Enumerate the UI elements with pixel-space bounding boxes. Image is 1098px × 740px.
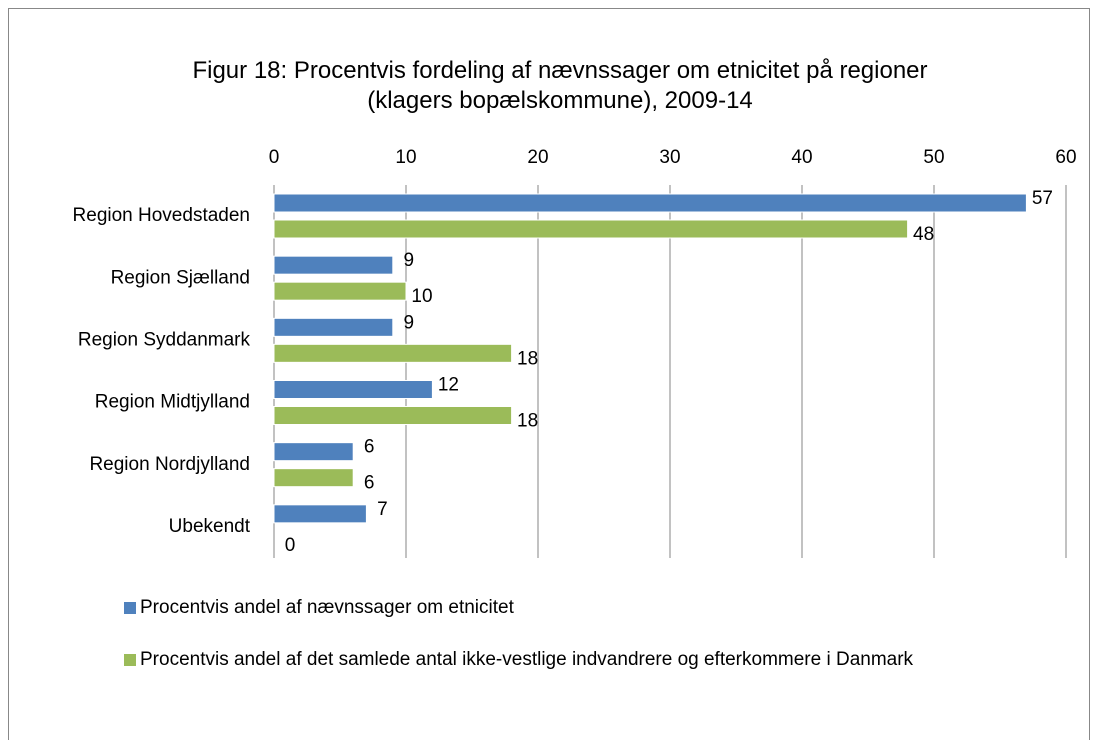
x-tick-label: 50 (923, 147, 944, 168)
y-tick-label: Region Syddanmark (78, 329, 251, 350)
bar (273, 468, 354, 488)
bar (273, 380, 433, 399)
value-label: 0 (285, 535, 296, 556)
chart-title: Figur 18: Procentvis fordeling af nævnss… (192, 57, 928, 114)
value-label: 7 (377, 499, 388, 520)
bar (273, 317, 394, 337)
bar (273, 255, 394, 275)
y-tick-label: Region Sjælland (111, 267, 250, 288)
legend-label: Procentvis andel af det samlede antal ik… (140, 649, 914, 670)
legend-label: Procentvis andel af nævnssager om etnici… (140, 597, 514, 618)
value-label: 18 (517, 348, 538, 369)
x-tick-label: 40 (791, 147, 812, 168)
y-tick-label: Region Midtjylland (95, 392, 250, 413)
value-label: 48 (913, 224, 934, 245)
chart-border (8, 8, 1090, 740)
x-tick-label: 60 (1055, 147, 1076, 168)
value-label: 6 (364, 437, 375, 458)
legend-item: Procentvis andel af nævnssager om etnici… (124, 594, 964, 622)
bar (273, 504, 367, 524)
bar (273, 219, 909, 239)
x-tick-label: 10 (395, 147, 416, 168)
y-tick-label: Region Nordjylland (89, 454, 250, 475)
x-tick-label: 0 (269, 147, 280, 168)
y-tick-label: Region Hovedstaden (73, 205, 250, 226)
value-label: 9 (404, 312, 415, 333)
bar (273, 343, 513, 363)
bar (273, 406, 513, 425)
value-label: 57 (1032, 188, 1053, 209)
legend-swatch (124, 602, 136, 614)
legend-item: Procentvis andel af det samlede antal ik… (124, 646, 964, 674)
value-label: 6 (364, 473, 375, 494)
x-tick-label: 30 (659, 147, 680, 168)
x-tick-label: 20 (527, 147, 548, 168)
bar (273, 193, 1027, 213)
legend-swatch (124, 654, 136, 666)
value-label: 18 (517, 411, 538, 432)
bar (273, 442, 354, 462)
value-label: 9 (404, 250, 415, 271)
bar (273, 281, 407, 301)
value-label: 12 (438, 375, 459, 396)
y-tick-label: Ubekendt (169, 516, 251, 537)
value-label: 10 (411, 286, 432, 307)
